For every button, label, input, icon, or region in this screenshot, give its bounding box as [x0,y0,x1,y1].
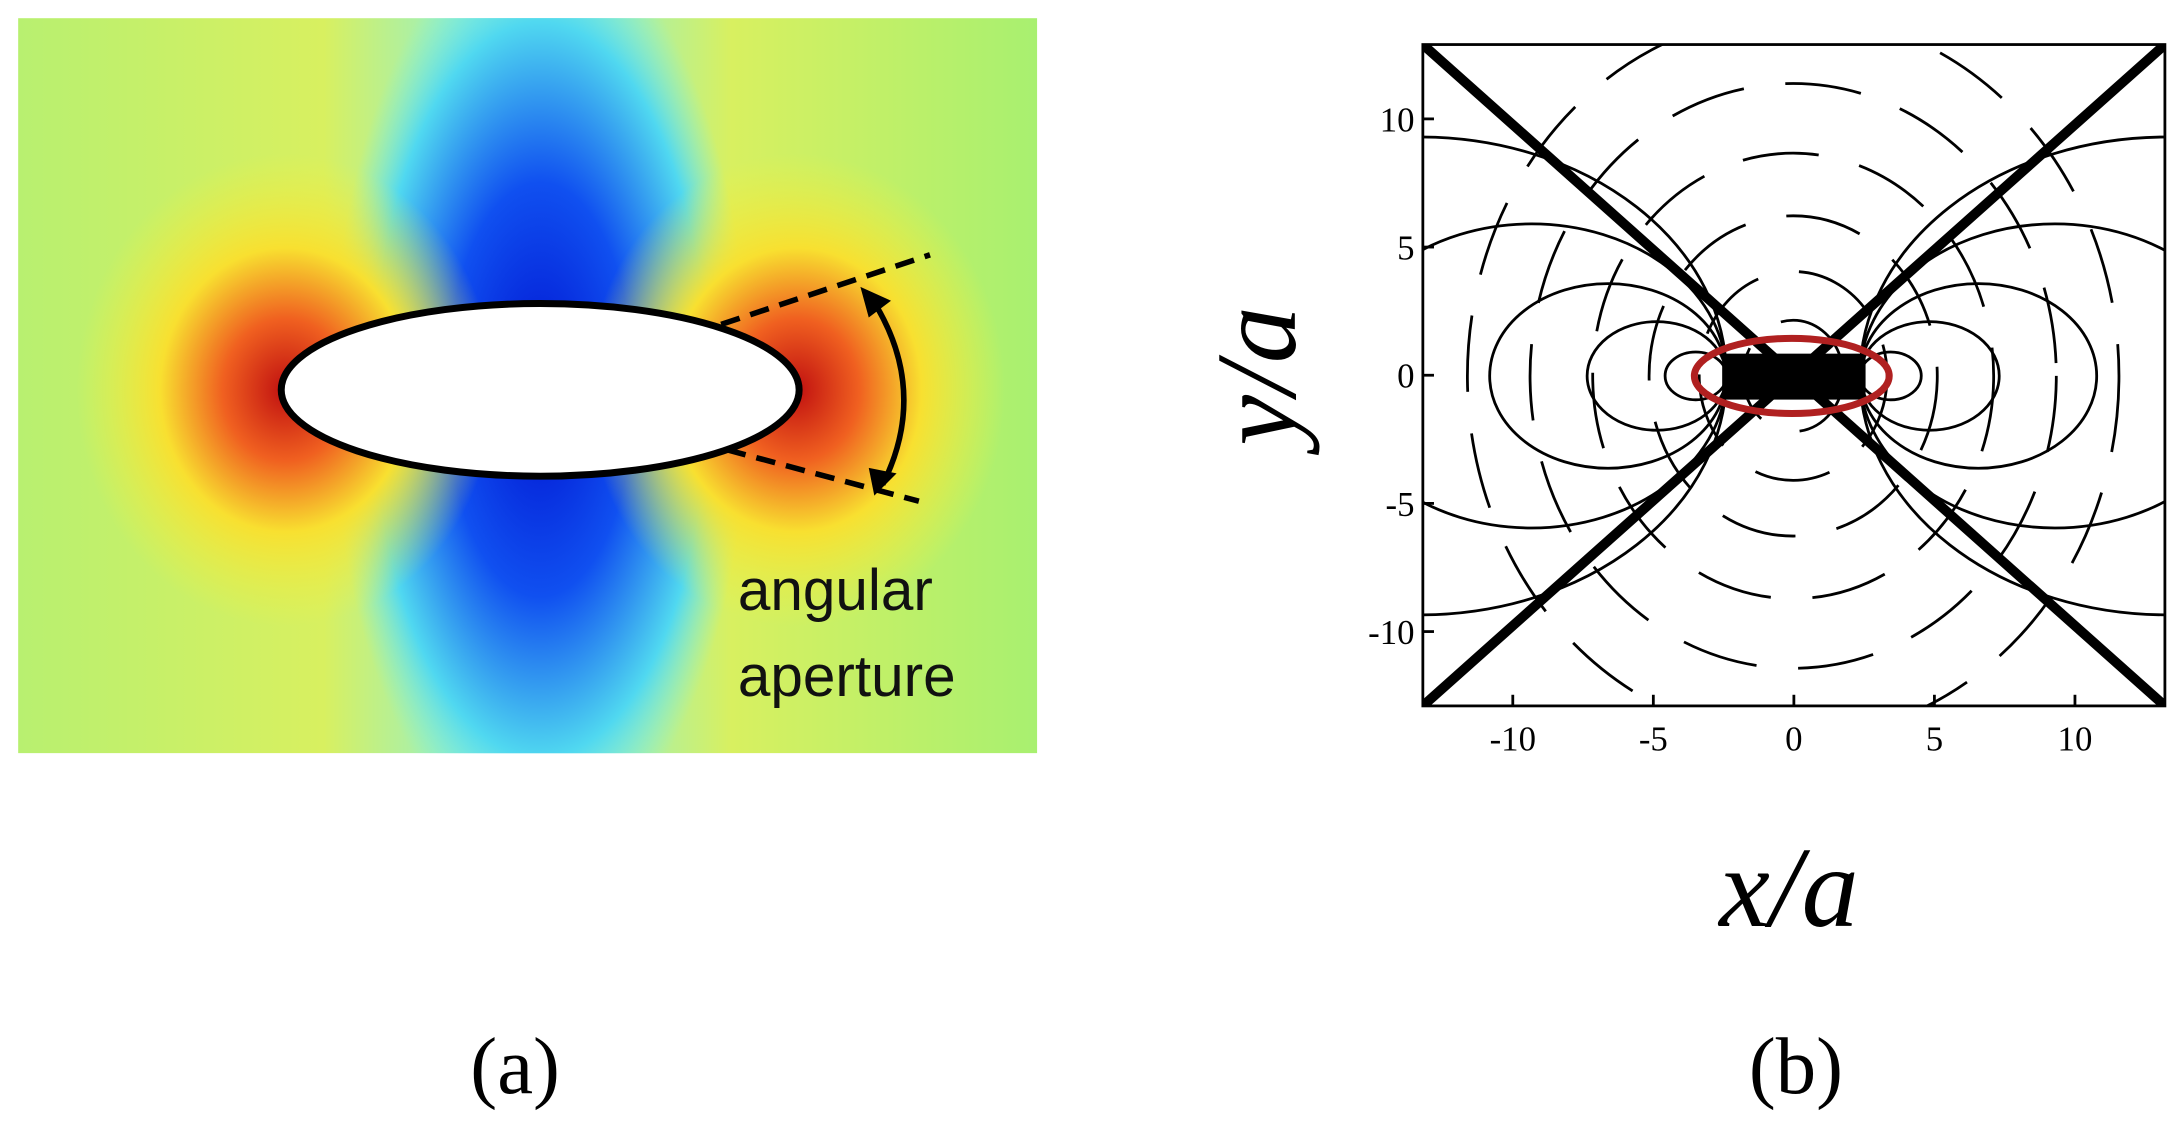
dashed-line [1466,44,2121,706]
annotation: aperture [738,644,956,709]
field-line [1858,282,2099,470]
caption: (b) [1749,1022,1843,1111]
arrow-head [860,286,892,318]
y-tick-label: -10 [1368,613,1414,652]
dashed-line [726,447,920,504]
dashed-line [720,252,931,328]
slab [1722,353,1866,400]
dashed-line [1647,214,1939,538]
y-tick-label: 5 [1397,229,1414,268]
x-axis-label: x/a [1717,824,1858,951]
x-tick-label: -5 [1639,719,1668,758]
red-ellipse [1690,334,1893,418]
dashed-line [1528,82,2058,670]
y-tick-label: -5 [1385,485,1414,524]
caption: (a) [470,1022,560,1111]
ellipse-particle [277,300,803,480]
x-tick-label: 10 [2058,719,2093,758]
y-tick-label: 10 [1380,100,1415,139]
x-tick-label: -10 [1490,719,1536,758]
aperture-arc [869,296,907,486]
y-axis-label: y/a [1193,306,1320,455]
ticks: -10 -5 0 5 10 10 5 0 -5 -10 [1368,100,2092,758]
x-tick-label: 5 [1926,719,1943,758]
annotation: angular [738,558,933,623]
y-tick-label: 0 [1397,357,1414,396]
dashed-line [1591,151,1996,601]
field-line [1858,135,2165,617]
x-tick-label: 0 [1785,719,1802,758]
arrow-head [868,467,897,496]
